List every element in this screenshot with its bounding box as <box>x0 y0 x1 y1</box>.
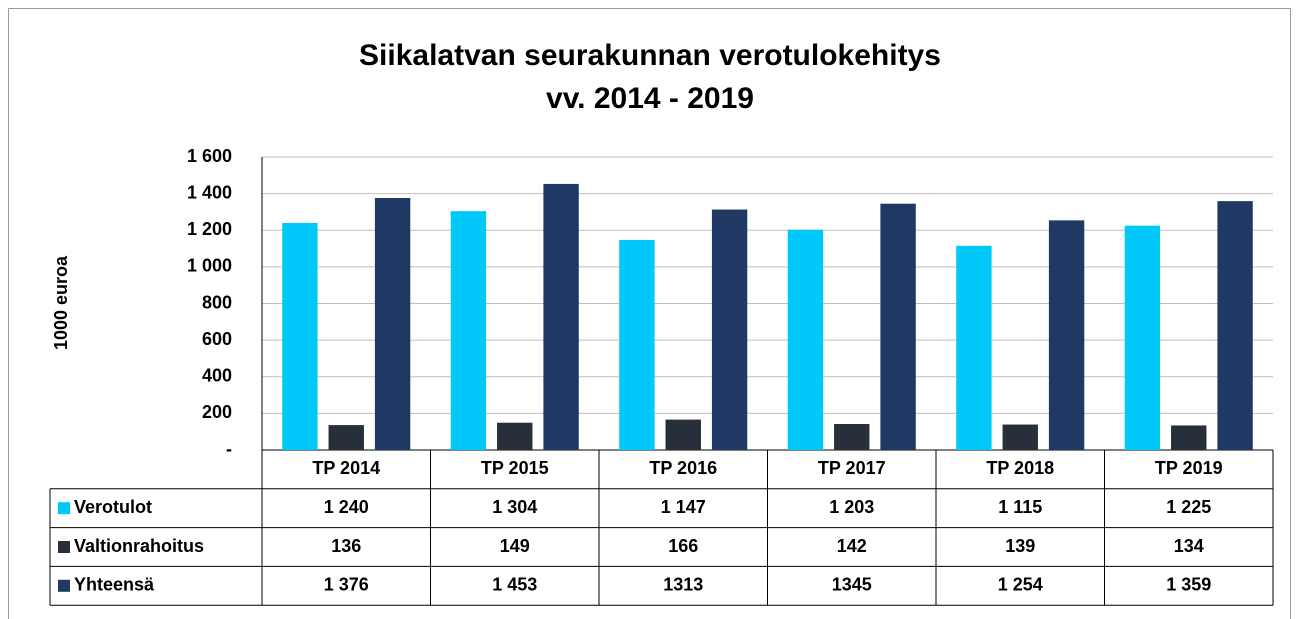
table-value: 139 <box>1005 536 1035 556</box>
bar <box>450 211 487 450</box>
table-value: 166 <box>668 536 698 556</box>
table-value: 1 115 <box>998 497 1042 517</box>
y-axis-label: 1000 euroa <box>51 255 71 350</box>
bar <box>834 423 870 450</box>
table-value: 149 <box>500 536 530 556</box>
y-tick-label: 1 000 <box>187 256 232 276</box>
bar <box>956 245 992 450</box>
bar <box>665 419 701 450</box>
legend-label: Valtionrahoitus <box>74 536 204 556</box>
y-tick-label: - <box>226 439 232 459</box>
table-value: 1 453 <box>492 575 537 595</box>
x-tick-label: TP 2014 <box>312 458 380 478</box>
y-tick-label: 1 200 <box>187 219 232 239</box>
table-value: 1313 <box>663 575 703 595</box>
y-tick-label: 600 <box>202 329 232 349</box>
table-value: 136 <box>331 536 361 556</box>
table-value: 1 376 <box>324 575 369 595</box>
bar <box>374 198 411 450</box>
bar <box>1171 425 1207 450</box>
x-tick-label: TP 2015 <box>481 458 549 478</box>
table-value: 1 240 <box>324 497 369 517</box>
bar <box>328 425 364 450</box>
x-tick-label: TP 2017 <box>818 458 886 478</box>
legend-label: Verotulot <box>74 497 152 517</box>
chart-title: Siikalatvan seurakunnan verotulokehitys <box>359 39 941 72</box>
bar <box>880 203 916 450</box>
legend-key <box>58 502 70 515</box>
legend-key <box>58 579 70 592</box>
y-tick-label: 1 400 <box>187 182 232 202</box>
table-value: 142 <box>837 536 867 556</box>
x-tick-label: TP 2016 <box>649 458 717 478</box>
bar <box>1124 225 1161 450</box>
y-tick-label: 400 <box>202 366 232 386</box>
bar <box>619 239 655 450</box>
bar <box>1048 220 1085 450</box>
y-tick-label: 800 <box>202 292 232 312</box>
x-tick-label: TP 2019 <box>1155 458 1223 478</box>
bar <box>787 229 824 450</box>
x-tick-label: TP 2018 <box>986 458 1054 478</box>
y-tick-label: 1 600 <box>187 146 232 166</box>
legend-label: Yhteensä <box>74 575 155 595</box>
table-value: 1 147 <box>661 497 706 517</box>
table-value: 1 304 <box>492 497 537 517</box>
table-value: 1 359 <box>1166 575 1211 595</box>
table-value: 1 225 <box>1166 497 1211 517</box>
bar <box>497 422 533 450</box>
chart-subtitle: vv. 2014 - 2019 <box>546 82 754 115</box>
legend-key <box>58 541 70 553</box>
table-value: 1345 <box>832 575 872 595</box>
bar <box>282 222 318 450</box>
bar <box>1217 201 1253 450</box>
bar <box>711 209 748 450</box>
table-value: 1 254 <box>998 575 1043 595</box>
table-value: 134 <box>1174 536 1204 556</box>
y-tick-label: 200 <box>202 402 232 422</box>
bar <box>1002 424 1038 450</box>
table-value: 1 203 <box>829 497 874 517</box>
bar <box>543 183 579 450</box>
